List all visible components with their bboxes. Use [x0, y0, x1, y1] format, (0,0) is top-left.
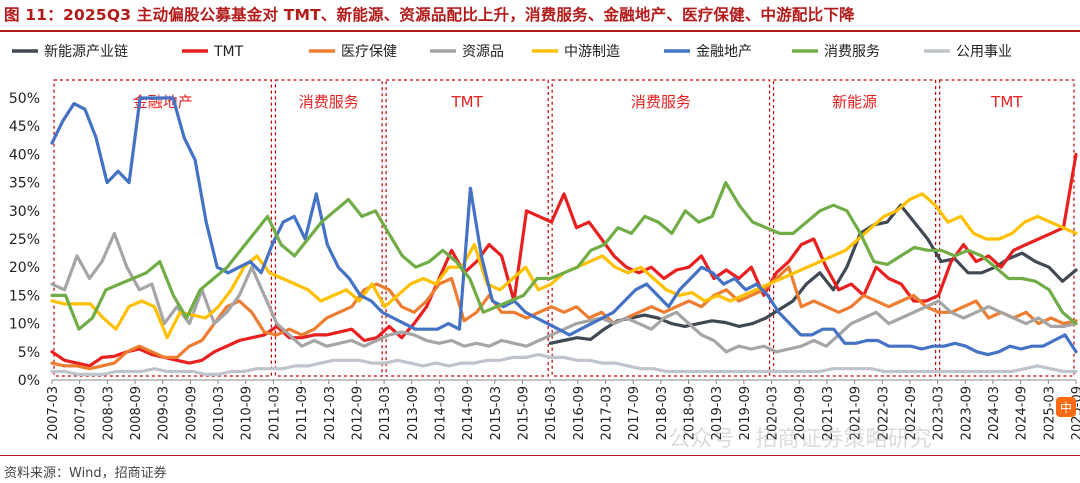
legend-label: TMT	[213, 44, 244, 60]
region-label: TMT	[990, 93, 1023, 111]
region-box	[274, 79, 383, 377]
x-tick-label: 2021-09	[849, 386, 864, 440]
series-line	[50, 353, 1078, 376]
x-tick-label: 2007-03	[46, 386, 61, 440]
x-tick-label: 2016-03	[544, 386, 559, 440]
y-tick-label: 30%	[9, 204, 40, 220]
legend-label: 中游制造	[564, 44, 620, 60]
source-note: 资料来源：Wind，招商证券	[4, 466, 167, 481]
x-tick-label: 2013-03	[378, 386, 393, 440]
region-box	[551, 79, 771, 377]
series-line	[548, 203, 1078, 345]
badge-icon	[1056, 397, 1076, 417]
x-tick-label: 2020-03	[766, 386, 781, 440]
y-tick-label: 20%	[9, 260, 40, 276]
region-box	[939, 79, 1075, 377]
legend-label: 医疗保健	[341, 44, 397, 60]
y-tick-label: 25%	[9, 232, 40, 248]
x-tick-label: 2023-03	[932, 386, 947, 440]
x-tick-label: 2020-09	[793, 386, 808, 440]
region-label: 消费服务	[631, 93, 691, 111]
x-tick-label: 2017-03	[600, 386, 615, 440]
x-tick-label: 2008-09	[129, 386, 144, 440]
badge-label: 中	[1060, 400, 1072, 415]
y-tick-label: 10%	[9, 317, 40, 333]
series-line	[50, 265, 1078, 371]
line-chart: 0% 5% 10% 15% 20% 25% 30% 35% 40% 45% 50% 2007-03 20…	[9, 44, 1080, 452]
region-box	[772, 79, 937, 377]
x-tick-label: 2010-03	[212, 386, 227, 440]
y-tick-label: 50%	[9, 91, 40, 107]
x-tick-label: 2009-09	[184, 386, 199, 440]
y-tick-label: 15%	[9, 288, 40, 304]
x-tick-label: 2016-09	[572, 386, 587, 440]
x-tick-label: 2024-03	[987, 386, 1002, 440]
y-tick-label: 40%	[9, 147, 40, 163]
x-tick-label: 2019-03	[710, 386, 725, 440]
legend-label: 资源品	[462, 44, 504, 60]
x-tick-label: 2007-09	[74, 386, 89, 440]
title-rule	[0, 30, 1080, 32]
watermark-text: 公众号 · 招商证券策略研究	[669, 427, 932, 452]
x-tick-label: 2024-09	[1015, 386, 1030, 440]
x-tick-label: 2011-03	[267, 386, 282, 440]
x-tick-label: 2021-03	[821, 386, 836, 440]
y-tick-label: 45%	[9, 119, 40, 135]
x-tick-label: 2013-09	[406, 386, 421, 440]
x-tick-label: 2018-09	[683, 386, 698, 440]
region-label: 消费服务	[299, 93, 359, 111]
x-tick-label: 2010-09	[240, 386, 255, 440]
y-tick-label: 0%	[18, 373, 40, 389]
y-tick-label: 35%	[9, 176, 40, 192]
legend-label: 消费服务	[824, 44, 880, 60]
x-tick-label: 2019-09	[738, 386, 753, 440]
series-line	[50, 181, 1078, 331]
x-tick-label: 2025-03	[1042, 386, 1057, 440]
x-tick-label: 2017-09	[627, 386, 642, 440]
x-tick-label: 2018-03	[655, 386, 670, 440]
x-tick-label: 2009-03	[157, 386, 172, 440]
x-tick-label: 2008-03	[101, 386, 116, 440]
x-tick-label: 2011-09	[295, 386, 310, 440]
x-tick-label: 2012-09	[350, 386, 365, 440]
x-tick-label: 2015-09	[516, 386, 531, 440]
region-label: 金融地产	[133, 93, 193, 111]
x-tick-label: 2023-09	[959, 386, 974, 440]
legend-label: 金融地产	[696, 44, 752, 60]
x-tick-label: 2022-09	[904, 386, 919, 440]
figure-title: 图 11：2025Q3 主动偏股公募基金对 TMT、新能源、资源品配比上升，消费…	[4, 6, 855, 24]
series-line	[50, 152, 1078, 368]
x-tick-label: 2014-09	[461, 386, 476, 440]
x-tick-label: 2022-03	[876, 386, 891, 440]
legend-label: 新能源产业链	[44, 44, 128, 60]
bottom-rule	[0, 455, 1080, 456]
y-tick-label: 5%	[18, 345, 40, 361]
x-tick-label: 2014-03	[433, 386, 448, 440]
x-tick-label: 2015-03	[489, 386, 504, 440]
series-line	[50, 231, 1078, 354]
region-label: 新能源	[832, 93, 877, 111]
region-box	[53, 79, 273, 377]
legend-label: 公用事业	[956, 44, 1012, 60]
x-tick-label: 2012-03	[323, 386, 338, 440]
region-label: TMT	[450, 93, 483, 111]
